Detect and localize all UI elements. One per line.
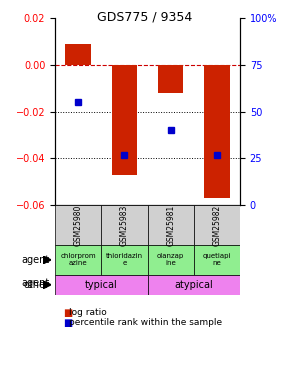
Bar bbox=[148, 205, 194, 245]
Bar bbox=[66, 44, 91, 65]
Text: ■: ■ bbox=[63, 308, 72, 318]
Text: ■: ■ bbox=[63, 318, 72, 328]
Text: log ratio: log ratio bbox=[69, 308, 107, 317]
Text: quetiapi
ne: quetiapi ne bbox=[203, 254, 231, 266]
Text: typical: typical bbox=[85, 280, 118, 290]
Bar bbox=[112, 65, 137, 175]
Text: olanzap
ine: olanzap ine bbox=[157, 254, 184, 266]
Bar bbox=[55, 245, 101, 274]
Bar bbox=[101, 205, 148, 245]
Bar bbox=[55, 205, 101, 245]
Text: atypical: atypical bbox=[174, 280, 213, 290]
Bar bbox=[194, 245, 240, 274]
Text: other: other bbox=[24, 280, 50, 290]
Polygon shape bbox=[43, 281, 51, 289]
Polygon shape bbox=[43, 256, 51, 264]
Text: percentile rank within the sample: percentile rank within the sample bbox=[69, 318, 222, 327]
Text: GSM25983: GSM25983 bbox=[120, 204, 129, 246]
Text: agent: agent bbox=[22, 279, 50, 288]
Text: GSM25982: GSM25982 bbox=[212, 204, 221, 246]
Text: thioridazin
e: thioridazin e bbox=[106, 254, 143, 266]
Bar bbox=[148, 274, 240, 295]
Text: GSM25981: GSM25981 bbox=[166, 204, 175, 246]
Bar bbox=[194, 205, 240, 245]
Bar bbox=[101, 245, 148, 274]
Bar bbox=[158, 65, 183, 93]
Bar bbox=[148, 245, 194, 274]
Text: agent: agent bbox=[22, 255, 50, 265]
Text: chlorprom
azine: chlorprom azine bbox=[60, 254, 96, 266]
Bar bbox=[55, 274, 148, 295]
Bar bbox=[204, 65, 230, 198]
Text: GSM25980: GSM25980 bbox=[74, 204, 83, 246]
Text: GDS775 / 9354: GDS775 / 9354 bbox=[97, 10, 193, 23]
